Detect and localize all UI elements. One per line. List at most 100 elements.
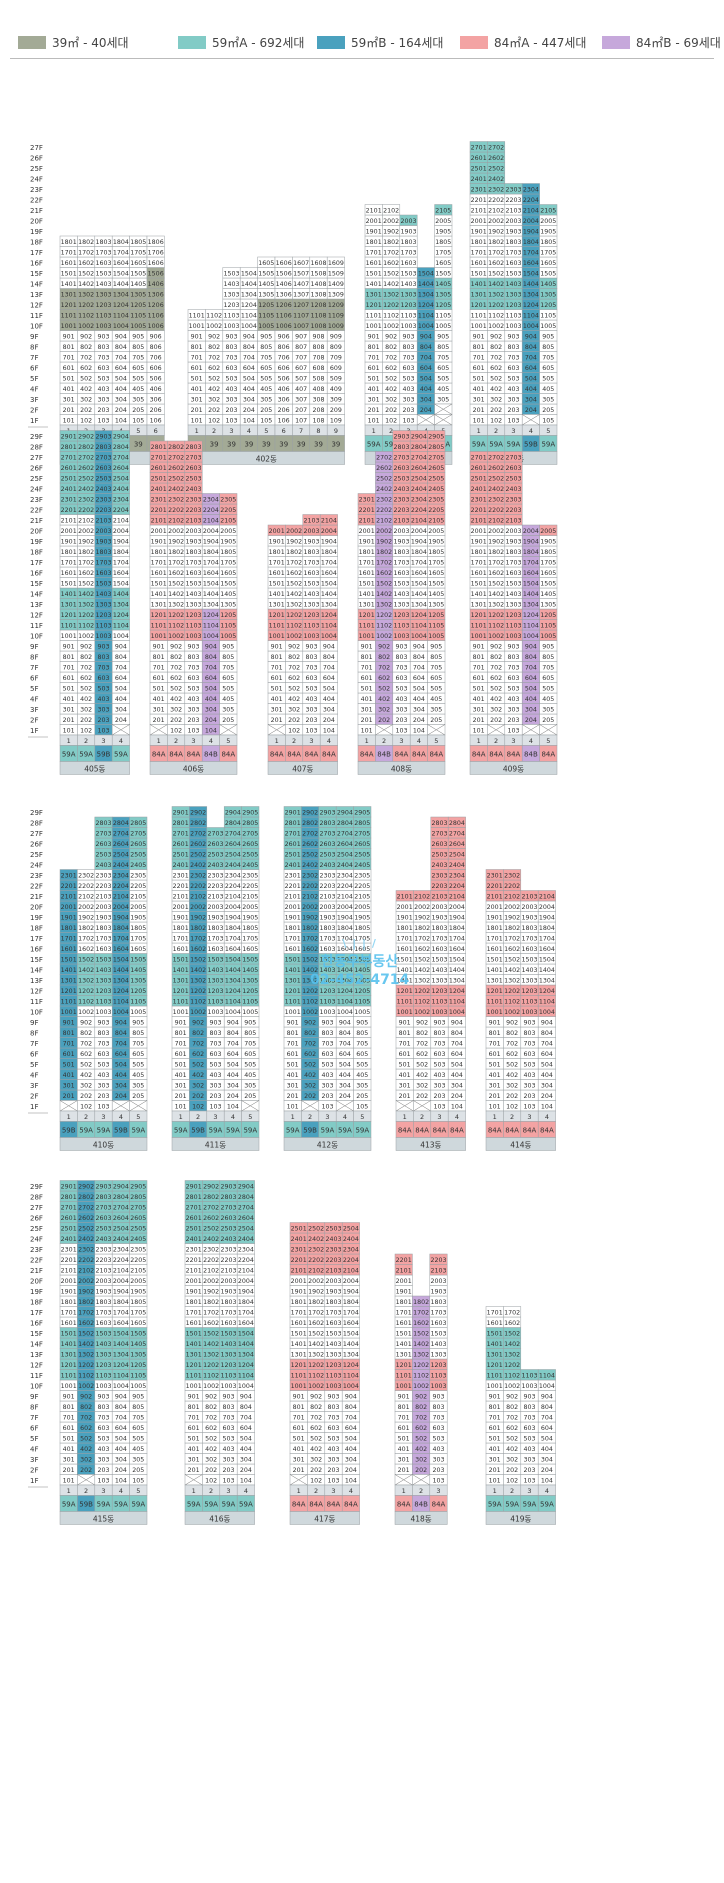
unit-number: 1704 — [113, 250, 129, 257]
unit-number: 403 — [225, 386, 237, 393]
unit-number: 2301 — [173, 873, 189, 880]
unit-number: 1403 — [325, 1341, 341, 1348]
unit-number: 1201 — [269, 612, 285, 619]
unit-number: 402 — [490, 386, 502, 393]
unit-number: 505 — [430, 686, 442, 693]
unit-number: 305 — [222, 707, 234, 714]
unit-number: 1004 — [337, 1009, 353, 1016]
unit-number: 2003 — [505, 218, 521, 225]
unit-number: 2101 — [151, 518, 167, 525]
unit-number: 1204 — [113, 988, 129, 995]
unit-number: 1105 — [220, 623, 236, 630]
unit-number: 702 — [415, 1415, 427, 1422]
unit-number: 904 — [451, 1020, 463, 1027]
unit-number: 2103 — [393, 518, 409, 525]
unit-number: 201 — [489, 1467, 501, 1474]
unit-number: 504 — [345, 1436, 357, 1443]
unit-number: 603 — [432, 1425, 444, 1432]
unit-number: 2801 — [173, 820, 189, 827]
unit-number: 1203 — [220, 1362, 236, 1369]
unit-number: 107 — [295, 418, 307, 425]
unit-number: 1202 — [488, 302, 504, 309]
unit-number: 2801 — [151, 444, 167, 451]
unit-number: 1504 — [113, 581, 129, 588]
unit-type-label: 84A — [429, 751, 443, 759]
unit-number: 404 — [345, 1446, 357, 1453]
unit-number: 906 — [150, 334, 162, 341]
unit-number: 1701 — [471, 250, 487, 257]
watermark-burst-icon: \ | | / — [310, 935, 409, 953]
unit-number: 404 — [541, 1072, 553, 1079]
unit-type-label: 84A — [344, 1501, 358, 1509]
unit-number: 702 — [385, 355, 397, 362]
unit-number: 1101 — [397, 999, 413, 1006]
floor-label: 22F — [30, 1257, 43, 1265]
unit-number: 503 — [432, 1436, 444, 1443]
unit-number: 1901 — [366, 229, 382, 236]
unit-number: 2003 — [303, 528, 319, 535]
unit-number: 401 — [153, 696, 165, 703]
unit-number: 104 — [115, 1478, 127, 1485]
unit-number: 2304 — [113, 873, 129, 880]
unit-number: 2303 — [431, 873, 447, 880]
unit-number: 302 — [310, 1457, 322, 1464]
unit-number: 803 — [432, 1404, 444, 1411]
building-401동: 1012013014015016017018019011001110112011… — [59, 235, 165, 465]
unit-number: 302 — [205, 1457, 217, 1464]
unit-number: 2402 — [78, 1236, 94, 1243]
unit-number: 1302 — [376, 602, 392, 609]
unit-number: 2702 — [302, 831, 318, 838]
unit-number: 2303 — [505, 497, 521, 504]
unit-number: 904 — [115, 1020, 127, 1027]
unit-number: 203 — [402, 407, 414, 414]
unit-number: 404 — [451, 1072, 463, 1079]
unit-number: 504 — [227, 1062, 239, 1069]
unit-number: 2504 — [449, 852, 465, 859]
unit-number: 1607 — [293, 260, 309, 267]
unit-number: 903 — [402, 334, 414, 341]
unit-number: 1301 — [61, 1352, 77, 1359]
unit-number: 301 — [489, 1457, 501, 1464]
unit-number: 2502 — [488, 166, 504, 173]
unit-number: 1703 — [303, 560, 319, 567]
unit-number: 2604 — [337, 841, 353, 848]
unit-number: 2001 — [471, 218, 487, 225]
unit-number: 1802 — [286, 549, 302, 556]
unit-number: 301 — [473, 707, 485, 714]
unit-number: 1702 — [488, 250, 504, 257]
unit-number: 1305 — [258, 292, 274, 299]
line-number: 1 — [365, 737, 369, 745]
unit-number: 804 — [243, 344, 255, 351]
unit-number: 1105 — [130, 999, 146, 1006]
unit-number: 303 — [402, 397, 414, 404]
unit-number: 1602 — [488, 570, 504, 577]
unit-number: 1405 — [540, 281, 556, 288]
floor-label: 12F — [30, 1362, 43, 1370]
building-405동: 1012013014015016017018019011001110112011… — [59, 430, 130, 775]
unit-number: 2203 — [95, 507, 111, 514]
unit-number: 2103 — [95, 1268, 111, 1275]
line-number: 3 — [436, 1487, 440, 1495]
unit-number: 2303 — [95, 873, 111, 880]
unit-type-label: 84A — [507, 751, 521, 759]
unit-number: 2201 — [291, 1257, 307, 1264]
unit-number: 2402 — [488, 486, 504, 493]
unit-number: 805 — [356, 1030, 368, 1037]
unit-number: 2804 — [411, 444, 427, 451]
unit-type-label: 59A — [97, 1127, 111, 1135]
unit-number: 2004 — [238, 1278, 254, 1285]
unit-number: 1702 — [78, 1310, 94, 1317]
unit-number: 2504 — [225, 852, 241, 859]
unit-number: 1304 — [113, 292, 129, 299]
line-number: 1 — [192, 1487, 196, 1495]
line-number: 7 — [299, 427, 303, 435]
unit-number: 1302 — [488, 292, 504, 299]
unit-number: 1505 — [540, 581, 556, 588]
unit-number: 2504 — [343, 1226, 359, 1233]
floor-label: 9F — [30, 1019, 38, 1027]
floor-label: 19F — [30, 1288, 43, 1296]
floor-label: 13F — [30, 977, 43, 985]
unit-number: 903 — [507, 644, 519, 651]
unit-number: 705 — [222, 665, 234, 672]
unit-number: 2301 — [359, 497, 375, 504]
